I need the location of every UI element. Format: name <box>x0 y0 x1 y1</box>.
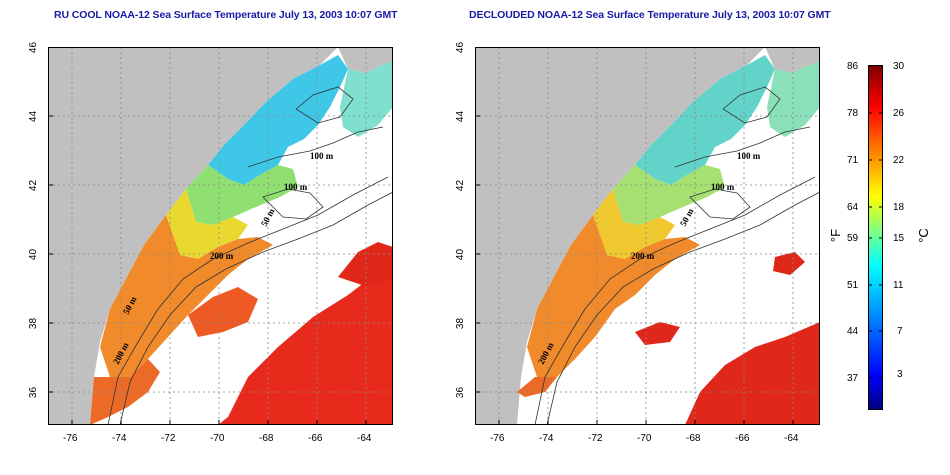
map-border <box>48 47 393 425</box>
land-mass <box>48 47 338 425</box>
contour-label: 100 m <box>737 151 761 161</box>
bathymetry-contours <box>534 86 820 425</box>
sst-hot-region <box>773 252 805 275</box>
x-tick-label: -64 <box>357 433 372 444</box>
y-tick-label: 36 <box>455 386 467 399</box>
x-tick-label: -76 <box>63 433 78 444</box>
sst-hot-region <box>188 287 258 337</box>
colorbar-c-label: 26 <box>893 108 905 119</box>
sst-map-left[interactable]: 100 m 100 m 50 m 200 m 50 m 200 m <box>48 47 393 425</box>
colorbar-c-label: 30 <box>893 61 905 72</box>
colorbar-f-label: 51 <box>847 280 859 291</box>
colorbar-c-label: 7 <box>897 326 903 337</box>
colorbar-f-label: 78 <box>847 108 859 119</box>
map-title-left: RU COOL NOAA-12 Sea Surface Temperature … <box>54 9 398 21</box>
sst-cool-region <box>186 165 298 225</box>
sst-map-right[interactable]: 100 m 100 m 50 m 200 m 200 m <box>475 47 820 425</box>
colorbar-c-label: 18 <box>893 202 905 213</box>
x-tick-label: -64 <box>784 433 799 444</box>
bathymetry-contours <box>107 86 393 425</box>
y-tick-label: 46 <box>455 41 467 54</box>
sst-cool-region <box>613 165 725 225</box>
sst-hot-region <box>338 242 393 287</box>
x-tick-label: -66 <box>308 433 323 444</box>
y-tick-label: 38 <box>455 317 467 330</box>
y-tick-label: 36 <box>28 386 40 399</box>
sst-mid-region <box>166 189 248 259</box>
y-tick-label: 42 <box>455 179 467 192</box>
sst-mid-region <box>593 189 675 259</box>
colorbar-c-label: 3 <box>897 369 903 380</box>
y-tick-label: 46 <box>28 41 40 54</box>
graticule <box>48 47 393 425</box>
sst-cold-region <box>340 61 393 137</box>
colorbar-f-label: 44 <box>847 326 859 337</box>
sst-warm-region <box>527 215 700 377</box>
x-tick-label: -74 <box>112 433 127 444</box>
sst-hot-region <box>218 257 393 425</box>
axis-ticks <box>48 47 367 425</box>
graticule <box>475 47 820 425</box>
sst-cold-region <box>767 61 820 137</box>
contour-label: 100 m <box>310 151 334 161</box>
unit-celsius: °C <box>915 228 931 243</box>
colorbar-c-label: 22 <box>893 155 905 166</box>
colorbar-f-label: 71 <box>847 155 859 166</box>
sst-cold-region <box>208 55 348 185</box>
y-tick-label: 44 <box>455 110 467 123</box>
sst-hot-region <box>685 322 820 425</box>
x-tick-label: -66 <box>735 433 750 444</box>
x-tick-label: -68 <box>259 433 274 444</box>
colorbar-f-label: 86 <box>847 61 859 72</box>
y-tick-label: 38 <box>28 317 40 330</box>
x-tick-label: -76 <box>490 433 505 444</box>
x-tick-label: -74 <box>539 433 554 444</box>
colorbar-c-label: 15 <box>893 233 905 244</box>
map-title-right: DECLOUDED NOAA-12 Sea Surface Temperatur… <box>469 9 831 21</box>
colorbar-f-label: 37 <box>847 373 859 384</box>
y-tick-label: 44 <box>28 110 40 123</box>
contour-label: 100 m <box>711 182 735 192</box>
colorbar-c-label: 11 <box>893 280 904 291</box>
sst-warm-region <box>100 215 273 377</box>
colorbar-f-label: 64 <box>847 202 859 213</box>
contour-label: 100 m <box>284 182 308 192</box>
y-tick-label: 40 <box>28 248 40 261</box>
x-tick-label: -70 <box>637 433 652 444</box>
sst-cold-region <box>635 55 775 185</box>
land-mass <box>475 47 765 425</box>
x-tick-label: -72 <box>588 433 603 444</box>
contour-label: 200 m <box>631 251 655 261</box>
colorbar-f-label: 59 <box>847 233 859 244</box>
x-tick-label: -68 <box>686 433 701 444</box>
y-tick-label: 42 <box>28 179 40 192</box>
y-tick-label: 40 <box>455 248 467 261</box>
contour-label: 200 m <box>210 251 234 261</box>
temperature-colorbar <box>868 65 883 410</box>
x-tick-label: -72 <box>161 433 176 444</box>
x-tick-label: -70 <box>210 433 225 444</box>
unit-fahrenheit: °F <box>828 228 844 243</box>
axis-ticks <box>475 47 794 425</box>
map-border <box>475 47 820 425</box>
